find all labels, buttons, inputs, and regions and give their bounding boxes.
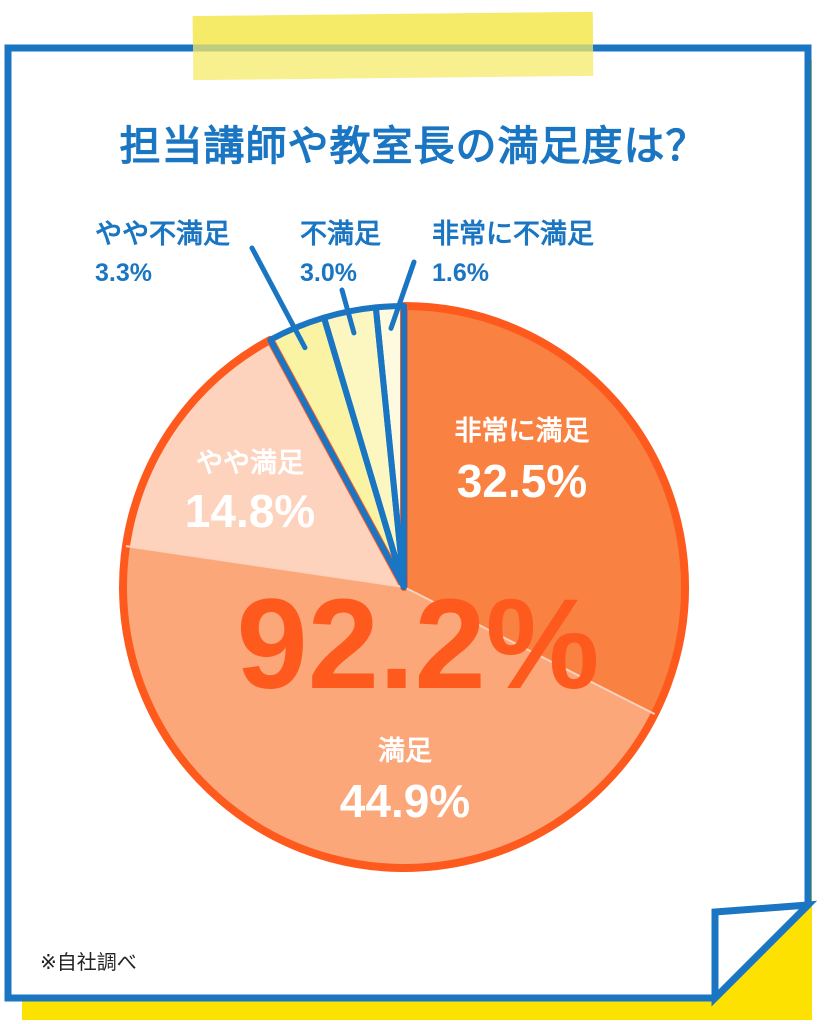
slice-value-6: 1.6% xyxy=(432,259,489,287)
slice-label-6: 非常に不満足 xyxy=(432,219,594,250)
slice-separator-1 xyxy=(403,586,656,715)
slice-label-5: 不満足 xyxy=(300,219,381,250)
total-satisfied-label: 92.2% xyxy=(237,573,600,716)
slice-label-3: やや満足 xyxy=(196,448,304,479)
negative-slice-outline-3 xyxy=(372,303,407,590)
folded-corner xyxy=(711,900,818,1007)
slice-value-3: 14.8% xyxy=(185,485,315,537)
leader-line-5 xyxy=(339,287,357,336)
pie-slice-2 xyxy=(122,546,655,869)
slice-value-4: 3.3% xyxy=(95,259,152,287)
chart-title: 担当講師や教室長の満足度は？ xyxy=(119,122,708,170)
pie-slice-1 xyxy=(404,306,685,715)
slice-value-1: 32.5% xyxy=(457,455,587,507)
slice-separator-2 xyxy=(125,545,405,588)
leader-line-4 xyxy=(249,245,308,351)
slice-label-2: 満足 xyxy=(378,736,432,767)
leader-line-6 xyxy=(388,259,417,331)
slice-label-1: 非常に満足 xyxy=(455,416,590,447)
slice-label-4: やや不満足 xyxy=(95,219,230,250)
slice-value-2: 44.9% xyxy=(340,775,470,827)
positive-group-outline xyxy=(119,302,689,872)
slice-value-5: 3.0% xyxy=(300,259,357,287)
source-note: ※自社調べ xyxy=(40,950,137,974)
